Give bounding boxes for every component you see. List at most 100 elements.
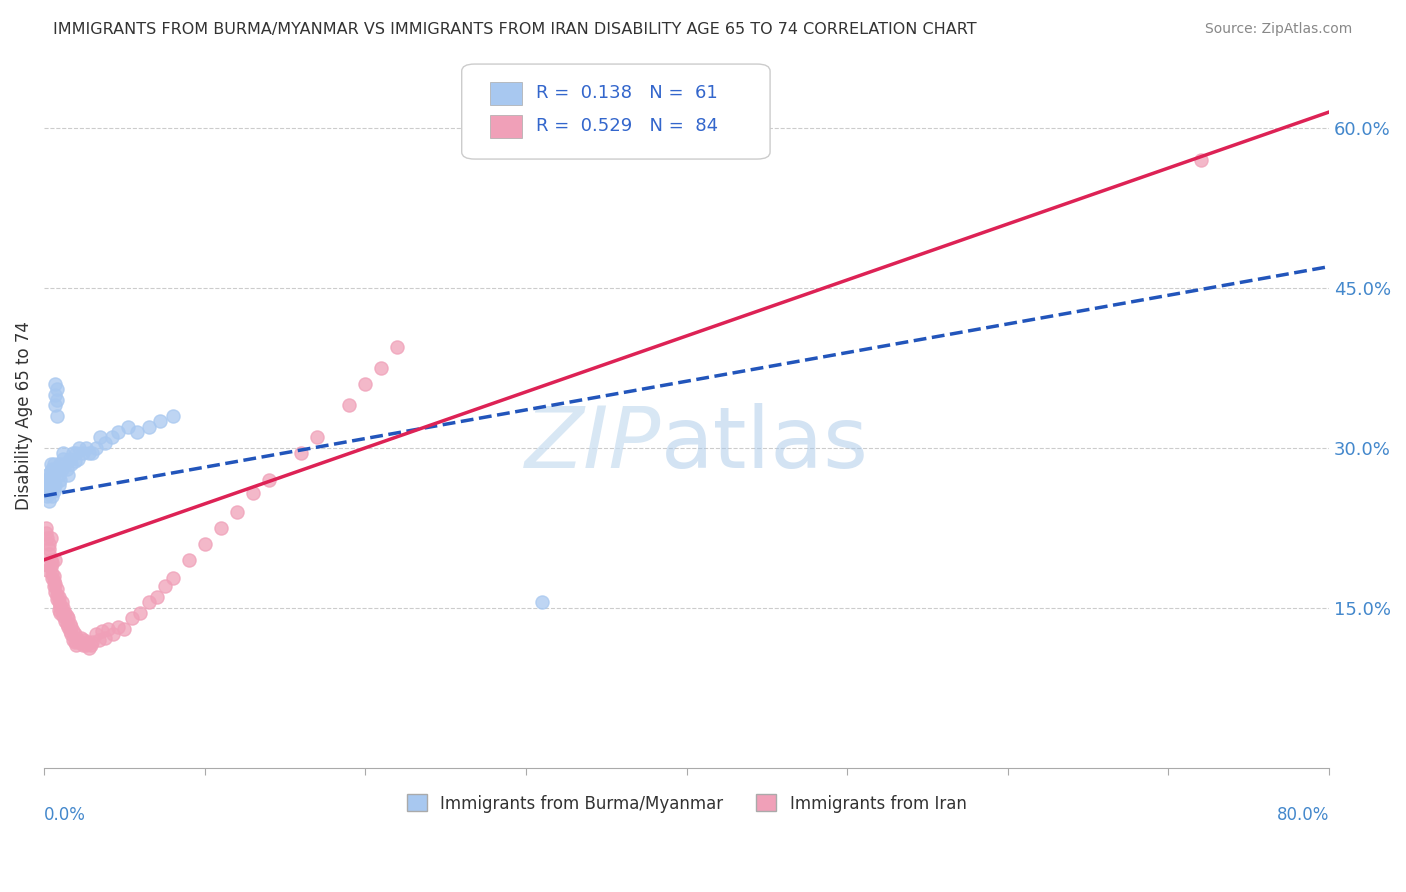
Point — [337, 398, 360, 412]
Legend: Immigrants from Burma/Myanmar, Immigrants from Iran: Immigrants from Burma/Myanmar, Immigrant… — [399, 788, 973, 819]
Point — [41, 566, 63, 581]
Point — [76, 635, 98, 649]
Point — [46, 409, 69, 423]
Point — [48, 603, 70, 617]
Point — [69, 441, 91, 455]
Point — [48, 590, 70, 604]
Point — [42, 574, 65, 588]
Point — [55, 616, 77, 631]
Point — [177, 553, 200, 567]
Point — [66, 632, 89, 647]
Point — [38, 475, 60, 489]
Point — [257, 473, 280, 487]
Point — [44, 376, 66, 391]
Point — [121, 611, 143, 625]
Text: ZIP: ZIP — [524, 402, 661, 485]
Point — [48, 478, 70, 492]
Point — [72, 638, 94, 652]
Point — [145, 590, 167, 604]
Point — [44, 478, 66, 492]
Point — [39, 457, 62, 471]
Point — [42, 475, 65, 489]
Point — [107, 425, 129, 439]
Point — [59, 451, 82, 466]
Y-axis label: Disability Age 65 to 74: Disability Age 65 to 74 — [15, 321, 32, 510]
Point — [41, 556, 63, 570]
Point — [37, 532, 59, 546]
Point — [209, 521, 232, 535]
Point — [49, 599, 72, 613]
Point — [52, 609, 75, 624]
Point — [53, 606, 76, 620]
Point — [37, 558, 59, 573]
Point — [75, 638, 97, 652]
Text: atlas: atlas — [661, 402, 869, 485]
Point — [42, 483, 65, 498]
FancyBboxPatch shape — [489, 82, 522, 105]
Point — [49, 457, 72, 471]
Point — [37, 489, 59, 503]
Point — [225, 505, 247, 519]
Point — [42, 579, 65, 593]
Point — [290, 446, 312, 460]
Point — [100, 430, 122, 444]
Point — [51, 603, 73, 617]
Point — [59, 616, 82, 631]
Point — [112, 622, 135, 636]
Point — [38, 471, 60, 485]
Text: 0.0%: 0.0% — [44, 806, 86, 824]
Point — [75, 441, 97, 455]
Point — [52, 600, 75, 615]
Point — [65, 638, 87, 652]
FancyBboxPatch shape — [461, 64, 770, 159]
Point — [46, 392, 69, 407]
Point — [1189, 153, 1212, 167]
Point — [46, 582, 69, 596]
Point — [49, 606, 72, 620]
Point — [84, 627, 107, 641]
Point — [44, 553, 66, 567]
Point — [41, 483, 63, 498]
Point — [101, 627, 124, 641]
Point — [94, 631, 117, 645]
Point — [97, 622, 120, 636]
Point — [60, 627, 83, 641]
Point — [73, 632, 96, 647]
Point — [89, 430, 111, 444]
Point — [63, 453, 86, 467]
Point — [38, 548, 60, 562]
Point — [60, 457, 83, 471]
Point — [72, 446, 94, 460]
Point — [41, 473, 63, 487]
Point — [63, 627, 86, 641]
Point — [63, 635, 86, 649]
Point — [44, 584, 66, 599]
Point — [38, 542, 60, 557]
Point — [55, 609, 77, 624]
Point — [58, 467, 80, 482]
Point — [80, 638, 103, 652]
Point — [138, 595, 160, 609]
Point — [77, 446, 100, 460]
Point — [162, 409, 184, 423]
Point — [194, 537, 217, 551]
Point — [242, 485, 264, 500]
Point — [49, 473, 72, 487]
Point — [55, 462, 77, 476]
Point — [90, 624, 112, 639]
Point — [42, 569, 65, 583]
Point — [39, 477, 62, 491]
Point — [127, 425, 149, 439]
Point — [38, 485, 60, 500]
Point — [46, 588, 69, 602]
Point — [62, 632, 84, 647]
Point — [44, 398, 66, 412]
Text: Source: ZipAtlas.com: Source: ZipAtlas.com — [1205, 22, 1353, 37]
Point — [58, 620, 80, 634]
Point — [162, 571, 184, 585]
Point — [82, 635, 104, 649]
Point — [39, 532, 62, 546]
Point — [37, 564, 59, 578]
Text: IMMIGRANTS FROM BURMA/MYANMAR VS IMMIGRANTS FROM IRAN DISABILITY AGE 65 TO 74 CO: IMMIGRANTS FROM BURMA/MYANMAR VS IMMIGRA… — [53, 22, 977, 37]
Point — [37, 483, 59, 498]
